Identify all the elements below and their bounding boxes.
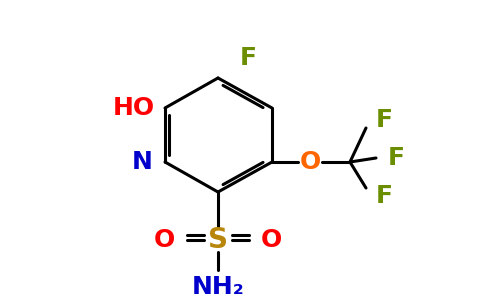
Text: O: O (154, 228, 175, 252)
Text: F: F (376, 184, 393, 208)
Text: NH₂: NH₂ (192, 275, 244, 299)
Text: F: F (240, 46, 257, 70)
Text: O: O (300, 150, 320, 174)
Text: HO: HO (113, 96, 155, 120)
Text: O: O (261, 228, 282, 252)
Text: F: F (388, 146, 405, 170)
Text: S: S (208, 226, 228, 254)
Text: F: F (376, 108, 393, 132)
Text: N: N (132, 150, 153, 174)
